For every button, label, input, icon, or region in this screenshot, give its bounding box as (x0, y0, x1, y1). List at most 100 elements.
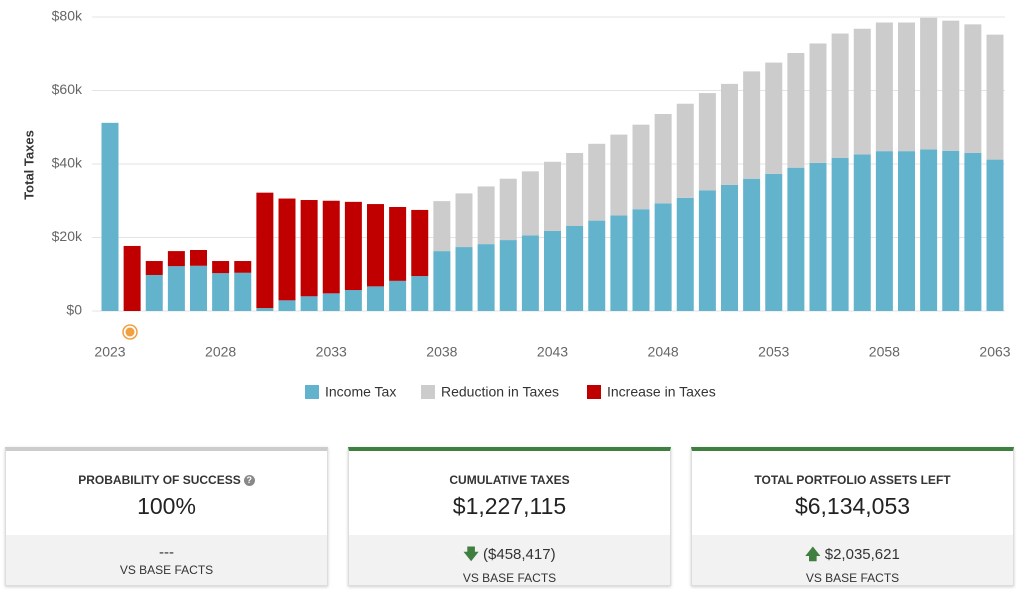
x-tick-label: 2048 (648, 344, 679, 360)
bar-segment (721, 184, 738, 311)
bar-segment (256, 192, 274, 309)
bar-segment (566, 152, 584, 226)
bar-segment (831, 33, 849, 158)
x-tick-label: 2038 (426, 344, 457, 360)
card-value: $1,227,115 (452, 493, 567, 519)
bar-segment (367, 286, 384, 311)
bar-segment (278, 198, 296, 301)
bar-segment (521, 171, 539, 236)
legend-swatch (421, 385, 435, 399)
bar-segment (610, 134, 628, 216)
bar-segment (322, 293, 340, 311)
bar-segment (433, 251, 451, 311)
card-footer: --- VS BASE FACTS (6, 535, 327, 585)
bar-segment (654, 114, 672, 204)
bar-segment (256, 308, 274, 311)
bar-segment (942, 150, 960, 311)
card-footer: 🡇 ($458,417) VS BASE FACTS (349, 535, 670, 585)
bar-segment (167, 251, 185, 267)
y-axis-label: Total Taxes (21, 130, 36, 200)
bar-segment (809, 162, 827, 311)
card-value: $6,134,053 (794, 493, 911, 519)
x-tick-label: 2053 (758, 344, 789, 360)
card-note: VS BASE FACTS (119, 563, 214, 577)
card-delta: --- (159, 544, 174, 561)
bar-segment (676, 103, 694, 198)
bar-segment (190, 265, 207, 311)
bar-segment (898, 151, 915, 311)
bar-segment (743, 71, 761, 179)
bar-segment (588, 220, 606, 311)
bar-segment (920, 149, 938, 311)
bar-segment (123, 245, 141, 311)
bar-segment (853, 28, 871, 155)
bar-segment (809, 43, 827, 163)
bar-segment (875, 151, 893, 311)
card-footer: 🡅 $2,035,621 VS BASE FACTS (692, 535, 1013, 585)
card-note: VS BASE FACTS (805, 571, 900, 585)
bar-segment (322, 200, 340, 294)
legend-label: Reduction in Taxes (441, 384, 559, 400)
help-icon[interactable]: ? (243, 475, 255, 487)
chart: Total Taxes $0 $20k $40k $60k $80k 2023 2028 20… (21, 8, 1010, 400)
card-note: VS BASE FACTS (462, 571, 557, 585)
down-arrow: 🡇 (463, 546, 479, 563)
x-tick-label: 2058 (869, 344, 900, 360)
bar-segment (787, 53, 805, 168)
bar-segment (411, 276, 429, 311)
bar-segment (654, 203, 672, 311)
bar-segment (632, 124, 650, 210)
x-tick-label: 2023 (94, 344, 125, 360)
bar-segment (234, 261, 252, 273)
bar-segment (964, 152, 982, 311)
bar-segment (278, 300, 296, 311)
bar-segment (787, 167, 805, 311)
card-value: 100% (137, 493, 196, 519)
bar-segment (521, 235, 539, 311)
x-tick-label: 2028 (205, 344, 236, 360)
bar-segment (721, 83, 738, 185)
bar-segment (499, 178, 517, 241)
bar-segment (101, 122, 119, 311)
x-tick-label: 2033 (316, 344, 347, 360)
bar-segment (743, 178, 761, 311)
y-tick-label: $60k (52, 81, 83, 97)
bar-segment (986, 159, 1004, 311)
card: CUMULATIVE TAXES $1,227,115 🡇 ($458,417)… (348, 447, 671, 586)
bar-segment (588, 143, 606, 221)
bar-segment (765, 62, 783, 174)
bar-segment (499, 240, 517, 311)
bar-segment (610, 215, 628, 311)
bar-segment (898, 22, 915, 152)
bar-segment (344, 201, 362, 291)
card-delta: ($458,417) (483, 546, 556, 563)
bar-segment (765, 173, 783, 311)
bar-segment (853, 154, 871, 311)
bar-segment (544, 161, 561, 231)
event-marker (122, 324, 138, 340)
card-delta: $2,035,621 (824, 546, 900, 563)
bar-segment (190, 249, 207, 266)
card-title: TOTAL PORTFOLIO ASSETS LEFT (754, 473, 951, 487)
bar-segment (698, 190, 716, 311)
x-tick-label: 2043 (537, 344, 568, 360)
bar-segment (632, 209, 650, 311)
bar-segment (831, 157, 849, 311)
legend-label: Increase in Taxes (607, 384, 716, 400)
y-tick-label: $80k (52, 8, 83, 24)
bar-segment (544, 230, 561, 311)
bar-segment (698, 93, 716, 191)
bar-segment (875, 22, 893, 152)
bar-segment (389, 206, 407, 281)
legend-swatch (305, 385, 319, 399)
bar-segment (145, 274, 163, 311)
y-tick-label: $40k (52, 155, 83, 171)
bar-segment (367, 204, 384, 287)
legend-swatch (587, 385, 601, 399)
bar-segment (477, 186, 495, 245)
bar-segment (145, 261, 163, 275)
bar-segment (942, 20, 960, 151)
bar-segment (212, 273, 230, 311)
y-tick-label: $20k (52, 228, 83, 244)
